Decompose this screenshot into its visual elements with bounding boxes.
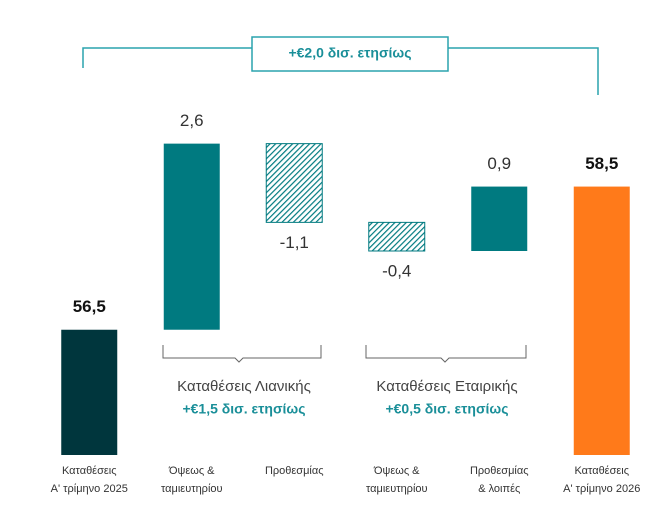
x-tick-label: Α' τρίμηνο 2025 (51, 483, 128, 495)
bar (61, 329, 118, 455)
value-label: 56,5 (73, 297, 106, 316)
x-tick-label: & λοιπές (478, 483, 520, 495)
bar (471, 186, 528, 251)
annotation-box (251, 36, 449, 72)
x-tick-label: Καταθέσεις (62, 465, 117, 477)
group-change: +€0,5 δισ. ετησίως (385, 401, 508, 417)
bar (368, 221, 426, 252)
annotation: +€2,0 δισ. ετησίως (288, 45, 411, 61)
x-tick-label: Καταθέσεις (574, 465, 629, 477)
x-tick-label: Όψεως & (168, 465, 215, 477)
value-label: -1,1 (280, 233, 309, 252)
value-label: 0,9 (487, 154, 511, 173)
x-tick-label: Α' τρίμηνο 2026 (563, 483, 640, 495)
bar (163, 143, 220, 330)
value-label: -0,4 (382, 261, 411, 280)
group-change: +€1,5 δισ. ετησίως (182, 401, 305, 417)
x-tick-label: ταμιευτηρίου (161, 483, 223, 495)
group-name: Καταθέσεις Εταιρικής (376, 378, 517, 395)
x-tick-label: Προθεσμίας (265, 465, 324, 477)
bar (265, 143, 323, 223)
x-tick-label: Όψεως & (373, 465, 420, 477)
x-tick-label: ταμιευτηρίου (366, 483, 428, 495)
value-label: 58,5 (585, 154, 618, 173)
group-name: Καταθέσεις Λιανικής (177, 378, 311, 395)
value-label: 2,6 (180, 111, 204, 130)
group-brace (162, 345, 322, 363)
group-brace (365, 345, 527, 363)
x-tick-label: Προθεσμίας (470, 465, 529, 477)
bar (573, 186, 630, 455)
